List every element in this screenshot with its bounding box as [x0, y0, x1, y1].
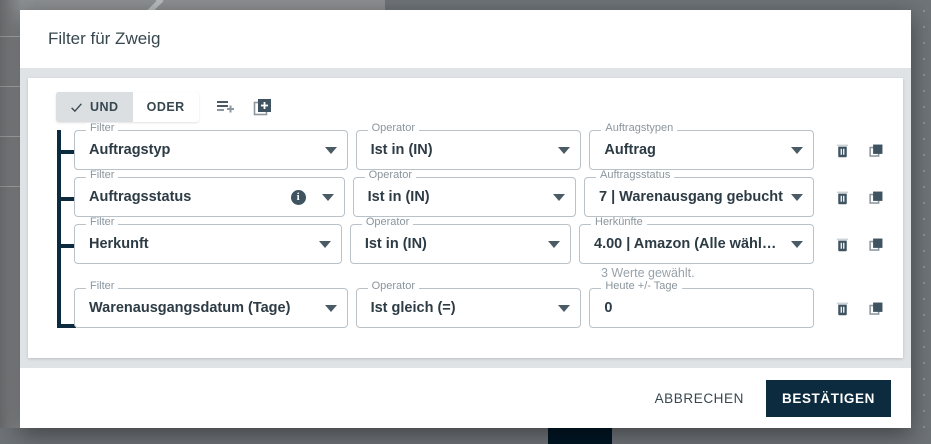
filter-select-3[interactable]: Filter Herkunft	[74, 224, 342, 264]
chevron-down-icon[interactable]	[319, 241, 331, 248]
add-condition-icon	[215, 97, 235, 117]
condition-row: Filter Auftragstyp Operator Ist in (IN) …	[74, 130, 887, 177]
dialog-footer: ABBRECHEN BESTÄTIGEN	[20, 368, 911, 428]
value-input-value: 0	[604, 300, 803, 316]
duplicate-condition-button[interactable]	[866, 234, 887, 255]
filter-select-value: Auftragstyp	[89, 142, 317, 158]
filter-select-label: Filter	[86, 281, 118, 292]
value-select-value: 7 | Warenausgang gebucht	[599, 189, 783, 205]
delete-condition-button[interactable]	[832, 140, 853, 161]
filter-select-4[interactable]: Filter Warenausgangsdatum (Tage)	[74, 288, 348, 328]
add-group-button[interactable]	[251, 95, 275, 119]
value-select-label: Auftragstypen	[601, 123, 677, 134]
value-input-label: Heute +/- Tage	[601, 281, 681, 292]
filter-group-card: UND ODER	[28, 78, 903, 358]
condition-tree: Filter Auftragstyp Operator Ist in (IN) …	[44, 130, 887, 335]
copy-icon	[868, 142, 885, 159]
operator-select-label: Operator	[365, 170, 416, 181]
chevron-down-icon[interactable]	[548, 241, 560, 248]
filter-toolbar: UND ODER	[56, 92, 887, 122]
row-actions-4	[832, 288, 887, 328]
operator-select-label: Operator	[362, 217, 413, 228]
cancel-button[interactable]: ABBRECHEN	[643, 382, 756, 415]
value-column-1: Auftragstypen Auftrag	[589, 130, 814, 170]
trash-icon	[834, 236, 851, 253]
add-group-icon	[253, 97, 273, 117]
value-input-4[interactable]: Heute +/- Tage 0	[589, 288, 814, 328]
value-select-value: 4.00 | Amazon (Alle wählen),…	[594, 236, 783, 252]
value-column-2: Auftragsstatus 7 | Warenausgang gebucht	[584, 177, 814, 217]
condition-row: Filter Herkunft Operator Ist in (IN) Her…	[74, 224, 887, 271]
logic-or-button[interactable]: ODER	[133, 92, 199, 122]
duplicate-condition-button[interactable]	[866, 298, 887, 319]
logic-and-label: UND	[90, 100, 119, 114]
logic-and-button[interactable]: UND	[56, 92, 133, 122]
chevron-down-icon[interactable]	[791, 194, 803, 201]
filter-select-1[interactable]: Filter Auftragstyp	[74, 130, 348, 170]
row-actions-2	[832, 177, 887, 217]
dialog-body: UND ODER	[20, 68, 911, 368]
value-select-2[interactable]: Auftragsstatus 7 | Warenausgang gebucht	[584, 177, 814, 217]
chevron-down-icon[interactable]	[791, 147, 803, 154]
logic-operator-toggle[interactable]: UND ODER	[56, 92, 199, 122]
dialog-title: Filter für Zweig	[20, 10, 911, 68]
filter-select-value: Auftragsstatus	[89, 189, 291, 205]
selected-values-hint: 3 Werte gewählt.	[579, 266, 814, 280]
operator-select-label: Operator	[368, 123, 419, 134]
chevron-down-icon[interactable]	[322, 194, 334, 201]
operator-select-2[interactable]: Operator Ist in (IN)	[353, 177, 576, 217]
value-select-1[interactable]: Auftragstypen Auftrag	[589, 130, 814, 170]
info-icon[interactable]: i	[291, 190, 306, 205]
value-select-3[interactable]: Herkünfte 4.00 | Amazon (Alle wählen),…	[579, 224, 814, 264]
chevron-down-icon[interactable]	[558, 147, 570, 154]
delete-condition-button[interactable]	[832, 298, 853, 319]
confirm-button[interactable]: BESTÄTIGEN	[766, 380, 891, 417]
chevron-down-icon[interactable]	[558, 305, 570, 312]
operator-select-value: Ist in (IN)	[371, 142, 551, 158]
copy-icon	[868, 300, 885, 317]
chevron-down-icon[interactable]	[325, 147, 337, 154]
copy-icon	[868, 236, 885, 253]
filter-select-2[interactable]: Filter Auftragsstatus i	[74, 177, 345, 217]
value-select-label: Auftragsstatus	[596, 170, 674, 181]
duplicate-condition-button[interactable]	[866, 140, 887, 161]
filter-select-label: Filter	[86, 123, 118, 134]
trash-icon	[834, 300, 851, 317]
operator-select-label: Operator	[368, 281, 419, 292]
filter-select-value: Warenausgangsdatum (Tage)	[89, 300, 317, 316]
row-actions-1	[832, 130, 887, 170]
condition-row: Filter Warenausgangsdatum (Tage) Operato…	[74, 288, 887, 335]
copy-icon	[868, 189, 885, 206]
operator-select-value: Ist in (IN)	[368, 189, 545, 205]
chevron-down-icon[interactable]	[553, 194, 565, 201]
operator-select-value: Ist in (IN)	[365, 236, 540, 252]
filter-select-label: Filter	[86, 217, 118, 228]
background-left-shadow	[0, 0, 22, 428]
value-column-3: Herkünfte 4.00 | Amazon (Alle wählen),… …	[579, 224, 814, 280]
add-condition-button[interactable]	[213, 95, 237, 119]
chevron-down-icon[interactable]	[325, 305, 337, 312]
row-actions-3	[832, 224, 887, 264]
trash-icon	[834, 142, 851, 159]
trash-icon	[834, 189, 851, 206]
operator-select-3[interactable]: Operator Ist in (IN)	[350, 224, 571, 264]
delete-condition-button[interactable]	[832, 234, 853, 255]
filter-select-value: Herkunft	[89, 236, 311, 252]
duplicate-condition-button[interactable]	[866, 187, 887, 208]
value-column-4: Heute +/- Tage 0	[589, 288, 814, 328]
chevron-down-icon[interactable]	[791, 241, 803, 248]
check-icon	[70, 101, 83, 114]
filter-dialog: Filter für Zweig UND ODER	[20, 10, 911, 428]
operator-select-1[interactable]: Operator Ist in (IN)	[356, 130, 582, 170]
value-select-label: Herkünfte	[591, 217, 647, 228]
condition-row: Filter Auftragsstatus i Operator Ist in …	[74, 177, 887, 224]
operator-select-value: Ist gleich (=)	[371, 300, 551, 316]
delete-condition-button[interactable]	[832, 187, 853, 208]
filter-select-label: Filter	[86, 170, 118, 181]
value-select-value: Auftrag	[604, 142, 783, 158]
tree-trunk	[57, 130, 61, 328]
operator-select-4[interactable]: Operator Ist gleich (=)	[356, 288, 582, 328]
logic-or-label: ODER	[147, 100, 185, 114]
